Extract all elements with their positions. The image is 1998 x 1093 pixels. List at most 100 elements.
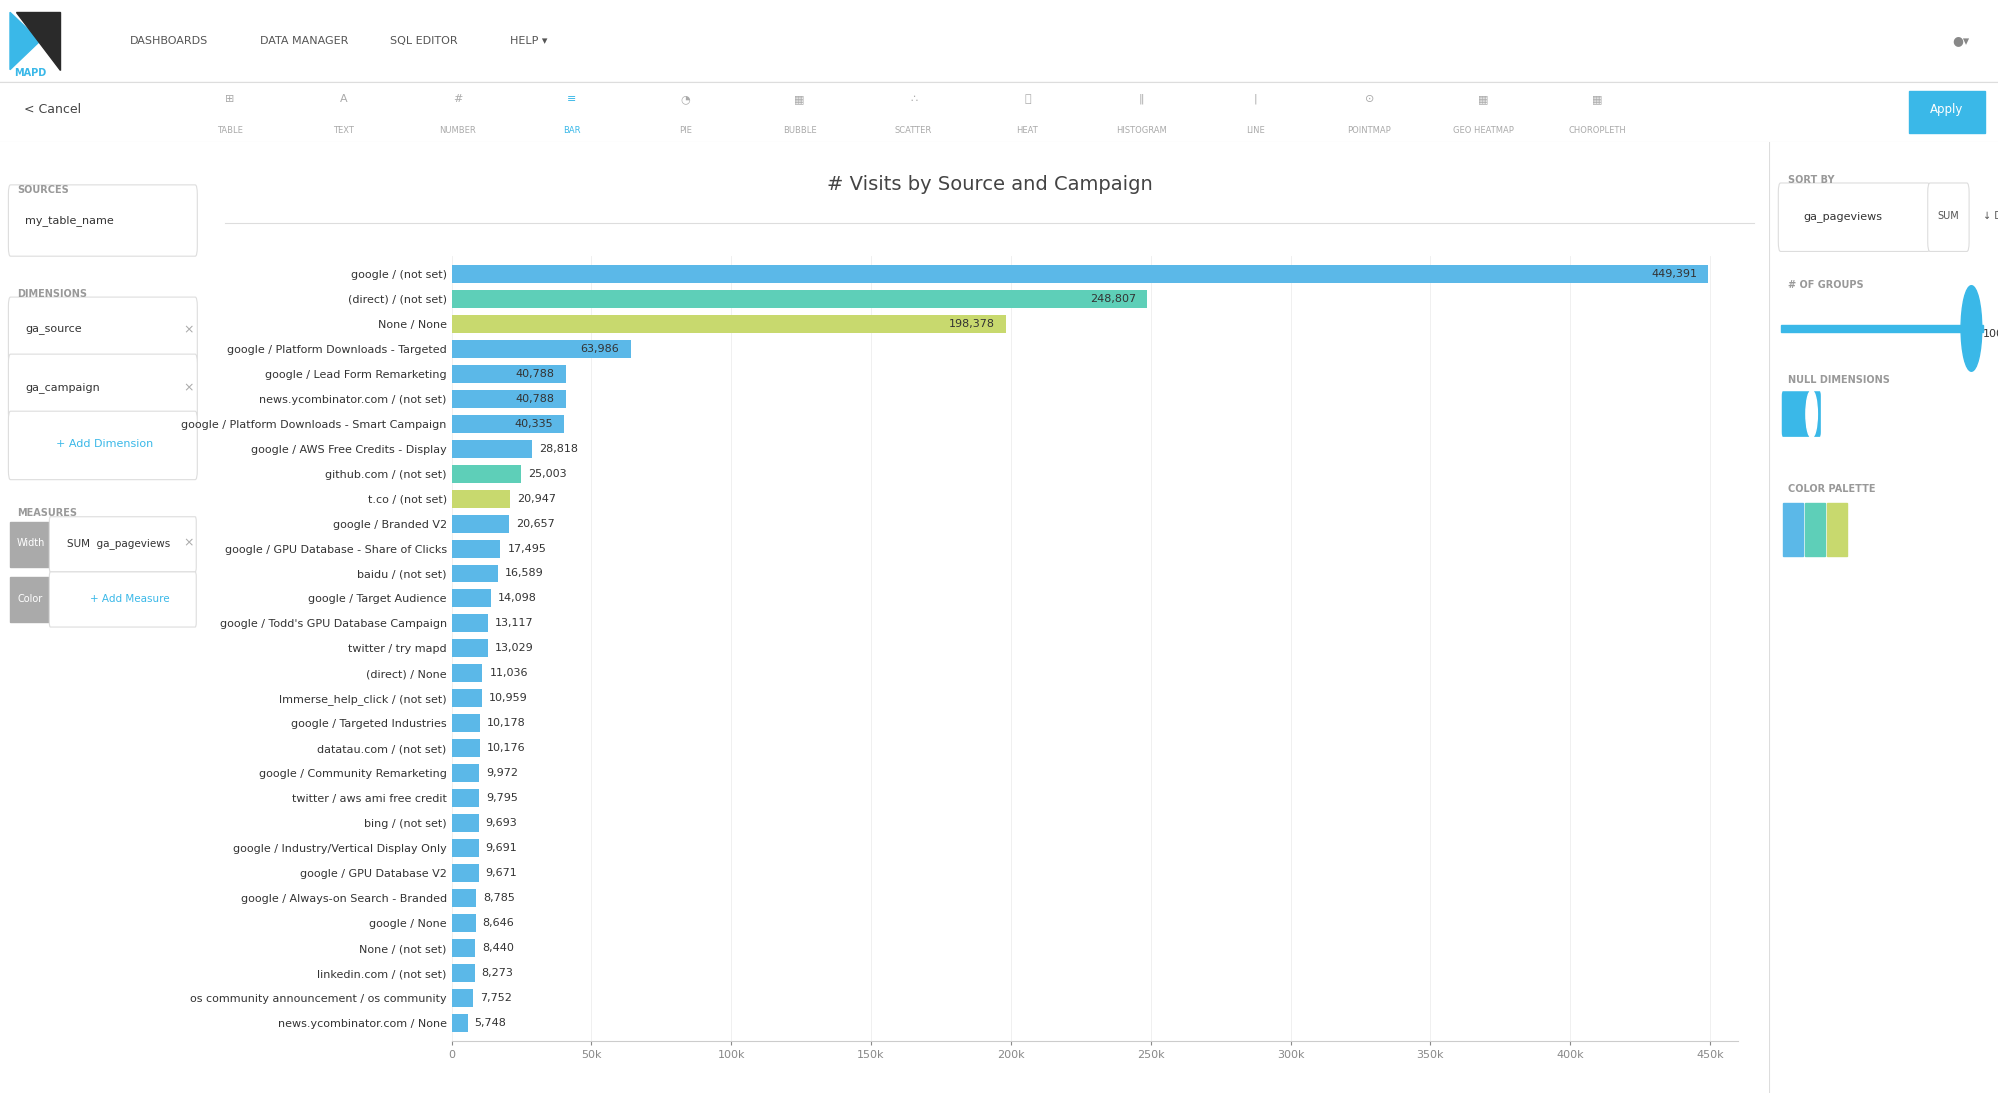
- Text: DIMENSIONS: DIMENSIONS: [16, 290, 86, 299]
- Text: MEASURES: MEASURES: [16, 508, 76, 518]
- Bar: [0, 0, 110, 82]
- Bar: [452, 764, 480, 783]
- Bar: [452, 814, 478, 833]
- Text: BAR: BAR: [563, 126, 579, 134]
- Text: DATA MANAGER: DATA MANAGER: [260, 36, 348, 46]
- Bar: [452, 465, 521, 482]
- Text: my_table_name: my_table_name: [26, 214, 114, 225]
- Bar: [452, 365, 565, 383]
- Bar: [452, 739, 480, 757]
- Bar: [452, 515, 509, 532]
- Text: ga_pageviews: ga_pageviews: [1802, 211, 1882, 222]
- Bar: [452, 265, 1708, 283]
- Text: ga_source: ga_source: [26, 326, 82, 336]
- FancyBboxPatch shape: [1778, 183, 1930, 251]
- Bar: [452, 639, 488, 658]
- Text: SOURCES: SOURCES: [16, 185, 68, 195]
- Bar: [452, 589, 492, 608]
- Text: ▦: ▦: [1590, 94, 1602, 104]
- Text: + Add Dimension: + Add Dimension: [56, 439, 154, 449]
- Bar: [452, 564, 498, 583]
- Text: DASHBOARDS: DASHBOARDS: [130, 36, 208, 46]
- Text: Apply: Apply: [1930, 103, 1962, 116]
- Text: 248,807: 248,807: [1089, 294, 1135, 304]
- Bar: [10, 577, 50, 622]
- Text: LINE: LINE: [1245, 126, 1265, 134]
- Text: 28,818: 28,818: [539, 444, 577, 454]
- Text: 20,947: 20,947: [517, 494, 555, 504]
- Bar: [452, 290, 1147, 307]
- Circle shape: [1960, 285, 1980, 372]
- FancyBboxPatch shape: [1780, 391, 1820, 437]
- Text: ▦: ▦: [793, 94, 805, 104]
- Text: 17,495: 17,495: [507, 543, 545, 553]
- Text: 100: 100: [1982, 329, 1998, 339]
- Text: HISTOGRAM: HISTOGRAM: [1115, 126, 1167, 134]
- Bar: [452, 614, 488, 633]
- Text: 40,788: 40,788: [515, 393, 553, 403]
- Text: 14,098: 14,098: [498, 593, 537, 603]
- Text: GEO HEATMAP: GEO HEATMAP: [1453, 126, 1512, 134]
- Text: ⊙: ⊙: [1365, 94, 1373, 104]
- Text: # Visits by Source and Campaign: # Visits by Source and Campaign: [827, 175, 1151, 195]
- FancyBboxPatch shape: [8, 411, 198, 480]
- Text: 25,003: 25,003: [527, 469, 567, 479]
- Text: 16,589: 16,589: [505, 568, 543, 578]
- Text: #: #: [454, 94, 462, 104]
- Text: 63,986: 63,986: [579, 343, 619, 354]
- FancyBboxPatch shape: [50, 572, 196, 627]
- Text: ∴: ∴: [909, 94, 917, 104]
- Text: SCATTER: SCATTER: [895, 126, 931, 134]
- Bar: [452, 315, 1005, 332]
- Bar: [452, 890, 476, 907]
- Text: ⬛: ⬛: [1023, 94, 1031, 104]
- Text: 198,378: 198,378: [949, 319, 995, 329]
- Text: 8,273: 8,273: [482, 968, 513, 978]
- Text: 9,693: 9,693: [486, 819, 517, 828]
- Text: 9,795: 9,795: [486, 794, 517, 803]
- Text: Color: Color: [18, 593, 44, 603]
- Text: ga_campaign: ga_campaign: [26, 381, 100, 392]
- Bar: [1804, 504, 1824, 555]
- Text: NUMBER: NUMBER: [440, 126, 476, 134]
- Text: 13,029: 13,029: [496, 644, 533, 654]
- Text: ▦: ▦: [1477, 94, 1489, 104]
- Text: SORT BY: SORT BY: [1786, 175, 1832, 186]
- Bar: [10, 521, 50, 567]
- Text: MAPD: MAPD: [14, 68, 46, 78]
- Bar: [452, 939, 476, 957]
- Text: ×: ×: [184, 324, 194, 337]
- Text: NULL DIMENSIONS: NULL DIMENSIONS: [1786, 375, 1888, 385]
- Text: HEAT: HEAT: [1017, 126, 1037, 134]
- Text: SUM: SUM: [1936, 211, 1958, 221]
- Text: 20,657: 20,657: [515, 518, 555, 529]
- Text: ‖: ‖: [1139, 94, 1143, 104]
- Text: A: A: [340, 94, 348, 104]
- Text: 5,748: 5,748: [474, 1019, 505, 1029]
- Bar: [1780, 325, 1982, 332]
- Text: PIE: PIE: [679, 126, 691, 134]
- Text: SUM  ga_pageviews: SUM ga_pageviews: [68, 538, 170, 549]
- Bar: [452, 665, 482, 682]
- Bar: [452, 865, 478, 882]
- Text: ≡: ≡: [567, 94, 575, 104]
- Bar: [452, 690, 482, 707]
- Text: 40,788: 40,788: [515, 368, 553, 378]
- Text: 7,752: 7,752: [480, 994, 511, 1003]
- Text: ●▾: ●▾: [1950, 35, 1968, 47]
- Bar: [452, 340, 629, 357]
- FancyBboxPatch shape: [8, 185, 198, 256]
- FancyBboxPatch shape: [1926, 183, 1968, 251]
- Bar: [452, 414, 563, 433]
- Text: 40,335: 40,335: [513, 419, 553, 428]
- Text: 8,440: 8,440: [482, 943, 513, 953]
- Text: 9,972: 9,972: [486, 768, 517, 778]
- Text: ×: ×: [184, 381, 194, 393]
- Text: 13,117: 13,117: [496, 619, 533, 628]
- Text: ↓ DESC: ↓ DESC: [1982, 211, 1998, 221]
- Bar: [452, 964, 474, 983]
- Bar: [452, 914, 476, 932]
- Bar: [452, 789, 480, 808]
- Bar: [1782, 504, 1802, 555]
- Text: CHOROPLETH: CHOROPLETH: [1568, 126, 1624, 134]
